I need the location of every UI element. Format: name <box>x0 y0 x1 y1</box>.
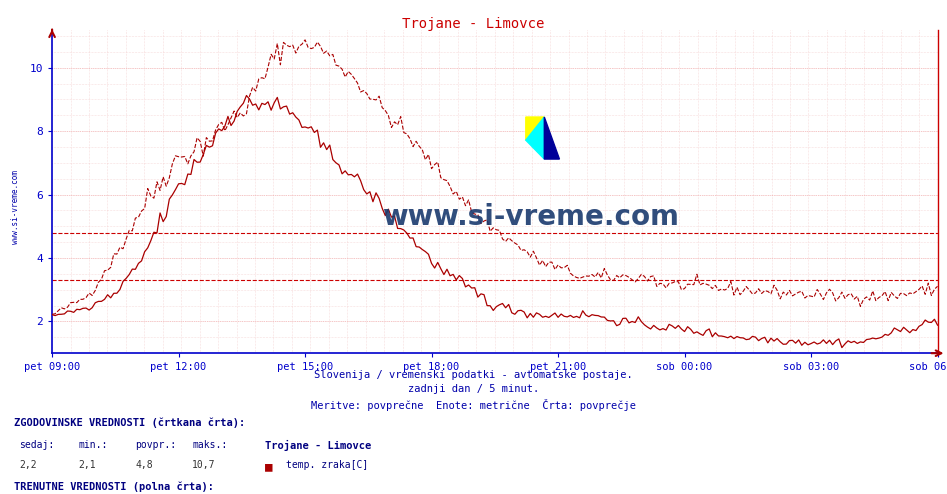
Text: 2,1: 2,1 <box>79 460 97 470</box>
Text: ZGODOVINSKE VREDNOSTI (črtkana črta):: ZGODOVINSKE VREDNOSTI (črtkana črta): <box>14 417 245 428</box>
Text: Trojane - Limovce: Trojane - Limovce <box>402 17 545 31</box>
Text: temp. zraka[C]: temp. zraka[C] <box>286 460 368 470</box>
Text: www.si-vreme.com: www.si-vreme.com <box>382 204 679 231</box>
Text: Trojane - Limovce: Trojane - Limovce <box>265 440 371 451</box>
Text: povpr.:: povpr.: <box>135 440 176 450</box>
Text: TRENUTNE VREDNOSTI (polna črta):: TRENUTNE VREDNOSTI (polna črta): <box>14 481 214 492</box>
Text: Meritve: povprečne  Enote: metrične  Črta: povprečje: Meritve: povprečne Enote: metrične Črta:… <box>311 399 636 411</box>
Text: 10,7: 10,7 <box>192 460 216 470</box>
Polygon shape <box>526 117 545 159</box>
Text: min.:: min.: <box>79 440 108 450</box>
Text: ■: ■ <box>265 460 273 473</box>
Polygon shape <box>545 117 560 159</box>
Text: maks.:: maks.: <box>192 440 227 450</box>
Text: 2,2: 2,2 <box>19 460 37 470</box>
Text: 4,8: 4,8 <box>135 460 153 470</box>
Text: Slovenija / vremenski podatki - avtomatske postaje.: Slovenija / vremenski podatki - avtomats… <box>314 370 633 379</box>
Text: sedaj:: sedaj: <box>19 440 54 450</box>
Polygon shape <box>526 117 545 140</box>
Text: www.si-vreme.com: www.si-vreme.com <box>11 170 21 245</box>
Text: zadnji dan / 5 minut.: zadnji dan / 5 minut. <box>408 384 539 394</box>
